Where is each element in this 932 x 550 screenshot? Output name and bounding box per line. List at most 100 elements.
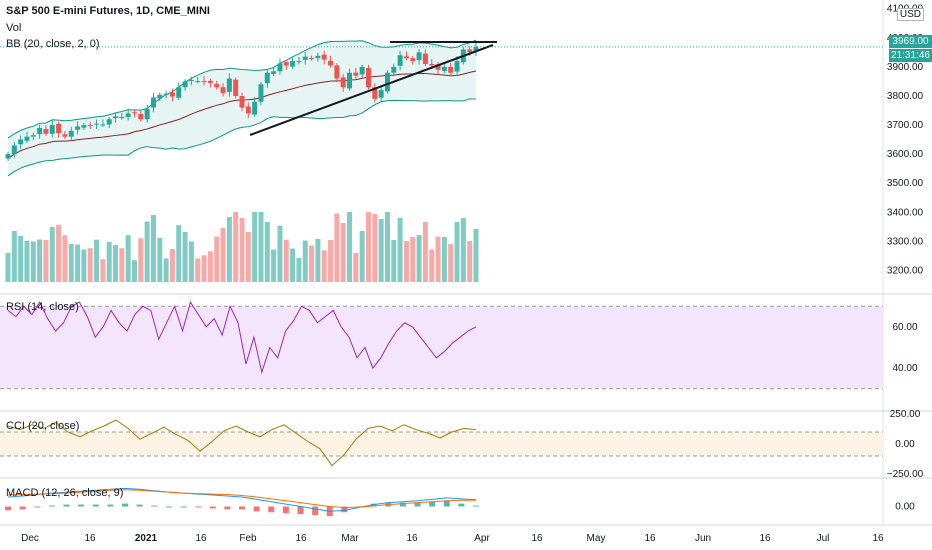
volume-bar bbox=[37, 239, 43, 282]
candle-body bbox=[309, 57, 315, 59]
volume-bar bbox=[435, 236, 441, 282]
price-tick-label: 3300.00 bbox=[887, 236, 924, 247]
volume-bar bbox=[201, 255, 207, 282]
candle-body bbox=[37, 127, 43, 135]
macd-line bbox=[7, 487, 477, 512]
volume-bar bbox=[359, 231, 365, 282]
macd-histogram-bar bbox=[122, 503, 128, 507]
candle-body bbox=[157, 94, 163, 99]
rsi-tick-label: 40.00 bbox=[892, 363, 917, 374]
candle-body bbox=[150, 97, 156, 108]
candle-body bbox=[353, 72, 359, 76]
volume-bar bbox=[264, 222, 270, 282]
candle-body bbox=[138, 114, 144, 120]
candle-body bbox=[340, 77, 346, 88]
volume-bar bbox=[334, 213, 340, 282]
candle-body bbox=[416, 52, 422, 60]
volume-bar bbox=[252, 212, 258, 282]
volume-bar bbox=[56, 224, 62, 282]
volume-bar bbox=[182, 232, 188, 282]
macd-histogram-bar bbox=[63, 504, 70, 507]
candle-body bbox=[397, 55, 403, 66]
cci-tick-label: 250.00 bbox=[890, 409, 921, 420]
cci-tick-label: 0.00 bbox=[895, 439, 915, 450]
volume-bar bbox=[296, 258, 302, 282]
vol-legend[interactable]: Vol bbox=[6, 22, 22, 34]
candle-body bbox=[220, 87, 226, 94]
candle-body bbox=[277, 63, 283, 72]
macd-histogram-bar bbox=[92, 504, 99, 507]
candle-body bbox=[176, 87, 182, 98]
candle-body bbox=[195, 81, 201, 83]
volume-bar bbox=[448, 244, 454, 282]
time-axis-label: Feb bbox=[239, 533, 257, 544]
macd-histogram-bar bbox=[458, 503, 465, 507]
time-axis-label: 16 bbox=[531, 533, 543, 544]
candle-body bbox=[271, 71, 277, 74]
time-axis-label: 16 bbox=[872, 533, 884, 544]
time-axis-label: Jul bbox=[817, 533, 830, 544]
candle-body bbox=[100, 124, 106, 126]
bb-legend[interactable]: BB (20, close, 2, 0) bbox=[6, 38, 100, 50]
volume-bar bbox=[43, 240, 49, 282]
candle-body bbox=[315, 55, 321, 59]
volume-bar bbox=[176, 225, 182, 282]
candle-body bbox=[201, 81, 207, 83]
candle-body bbox=[448, 66, 454, 73]
macd-histogram-bar bbox=[209, 506, 216, 509]
time-axis-label: May bbox=[587, 533, 606, 544]
volume-bar bbox=[68, 244, 74, 282]
volume-bar bbox=[81, 249, 87, 282]
volume-bar bbox=[290, 248, 296, 282]
candle-body bbox=[359, 66, 365, 75]
macd-histogram-bar bbox=[414, 502, 421, 507]
volume-bar bbox=[24, 241, 30, 282]
volume-bar bbox=[271, 249, 277, 282]
volume-bar bbox=[460, 218, 466, 282]
macd-histogram-bar bbox=[473, 505, 479, 507]
macd-histogram-bar bbox=[399, 502, 406, 507]
cci-legend[interactable]: CCI (20, close) bbox=[6, 420, 80, 432]
price-tick-label: 3900.00 bbox=[887, 62, 924, 73]
candle-body bbox=[87, 125, 93, 127]
candle-body bbox=[56, 123, 62, 134]
macd-histogram-bar bbox=[180, 506, 187, 508]
candle-body bbox=[239, 95, 245, 108]
volume-bar bbox=[353, 253, 359, 282]
volume-bar bbox=[315, 238, 321, 282]
volume-bar bbox=[138, 238, 144, 282]
volume-bar bbox=[220, 228, 226, 282]
price-tick-label: 3500.00 bbox=[887, 178, 924, 189]
volume-bar bbox=[372, 214, 378, 282]
candle-body bbox=[144, 108, 150, 120]
macd-histogram-bar bbox=[48, 505, 55, 507]
time-axis-label: 16 bbox=[295, 533, 307, 544]
candle-body bbox=[378, 90, 384, 98]
volume-bar bbox=[328, 240, 334, 282]
volume-bar bbox=[75, 244, 81, 282]
rsi-legend[interactable]: RSI (14, close) bbox=[6, 301, 79, 313]
candle-body bbox=[454, 61, 460, 72]
candle-body bbox=[467, 49, 473, 53]
currency-label[interactable]: USD bbox=[896, 8, 924, 21]
ascending-trendline bbox=[249, 44, 494, 136]
candle-body bbox=[245, 106, 251, 114]
macd-histogram-bar bbox=[5, 506, 11, 511]
time-axis-label: 16 bbox=[406, 533, 418, 544]
macd-histogram-bar bbox=[151, 505, 158, 507]
candle-body bbox=[81, 125, 87, 128]
candle-body bbox=[207, 80, 213, 83]
cci-line bbox=[7, 419, 477, 467]
macd-tick-label: 0.00 bbox=[895, 502, 915, 513]
macd-histogram-bar bbox=[19, 506, 26, 510]
candle-body bbox=[169, 92, 175, 97]
candle-body bbox=[119, 116, 125, 118]
macd-legend[interactable]: MACD (12, 26, close, 9) bbox=[6, 487, 124, 499]
candle-body bbox=[18, 139, 24, 145]
volume-bar bbox=[94, 239, 100, 282]
volume-bar bbox=[277, 225, 283, 282]
time-axis-label: Mar bbox=[341, 533, 359, 544]
candle-body bbox=[290, 61, 296, 67]
candle-body bbox=[214, 84, 220, 88]
